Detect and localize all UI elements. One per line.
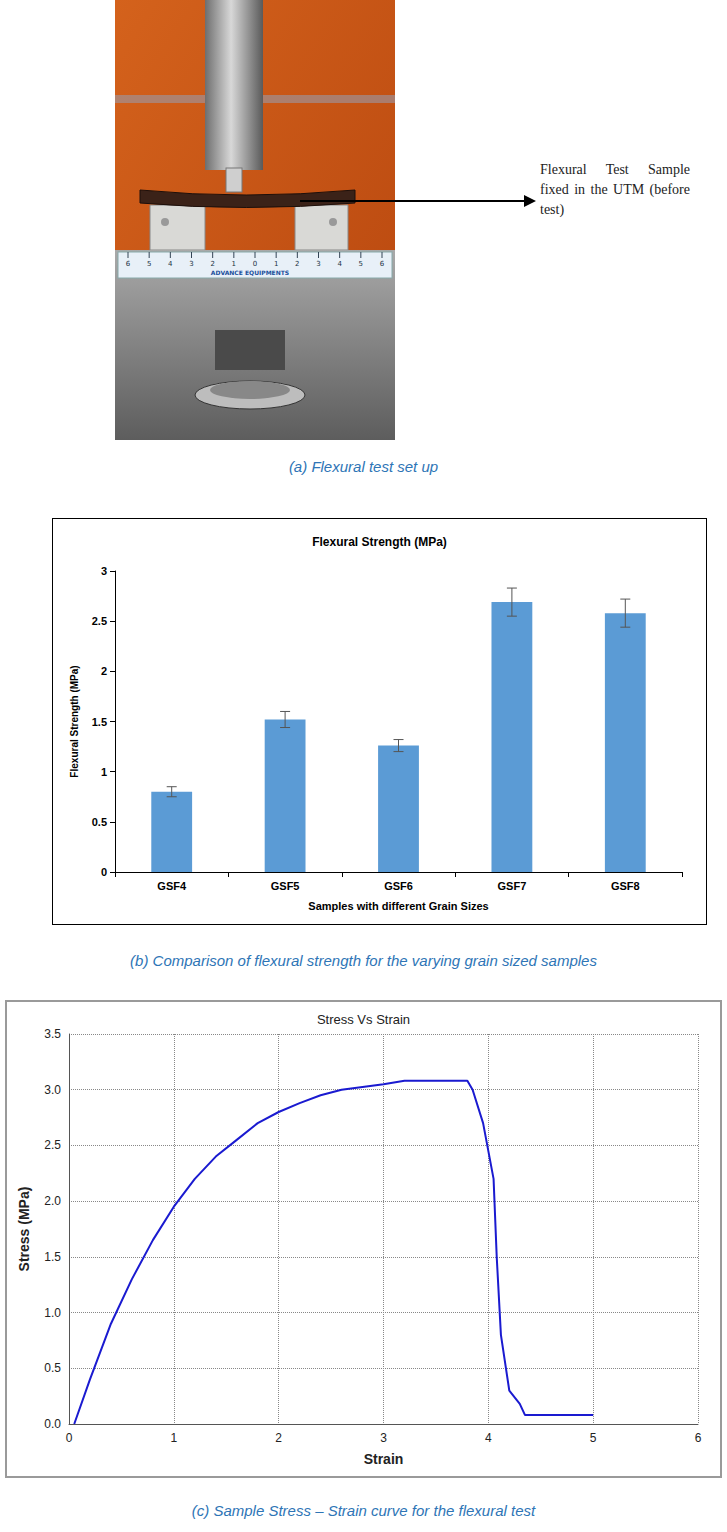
svg-text:Stress (MPa): Stress (MPa) xyxy=(16,1187,32,1272)
svg-text:Stress Vs Strain: Stress Vs Strain xyxy=(317,1012,410,1027)
svg-text:1: 1 xyxy=(101,766,107,778)
svg-text:4: 4 xyxy=(168,260,173,268)
svg-text:3.5: 3.5 xyxy=(44,1027,61,1041)
svg-text:2: 2 xyxy=(275,1431,282,1445)
svg-text:Flexural Strength (MPa): Flexural Strength (MPa) xyxy=(312,535,447,549)
svg-text:ADVANCE EQUIPMENTS: ADVANCE EQUIPMENTS xyxy=(211,269,289,276)
svg-text:GSF6: GSF6 xyxy=(384,880,413,892)
svg-text:0: 0 xyxy=(101,866,107,878)
svg-text:3: 3 xyxy=(101,565,107,577)
svg-text:Samples with different Grain S: Samples with different Grain Sizes xyxy=(308,900,488,912)
svg-text:0.5: 0.5 xyxy=(92,816,107,828)
svg-text:1.0: 1.0 xyxy=(44,1306,61,1320)
svg-text:1: 1 xyxy=(274,260,278,268)
svg-text:GSF5: GSF5 xyxy=(271,880,300,892)
svg-text:4: 4 xyxy=(485,1431,492,1445)
svg-text:2: 2 xyxy=(101,665,107,677)
svg-text:1: 1 xyxy=(232,260,236,268)
html-text:(a) Flexural test set up: (a) Flexural test set up xyxy=(288,458,439,475)
svg-text:GSF8: GSF8 xyxy=(611,880,640,892)
html-text:(b) Comparison of flexural str: (b) Comparison of flexural strength for … xyxy=(130,952,597,969)
svg-text:4: 4 xyxy=(337,260,342,268)
svg-text:5: 5 xyxy=(147,260,151,268)
svg-text:0.0: 0.0 xyxy=(44,1417,61,1431)
svg-text:6: 6 xyxy=(126,260,131,268)
svg-text:3.0: 3.0 xyxy=(44,1083,61,1097)
svg-text:3: 3 xyxy=(380,1431,387,1445)
svg-text:6: 6 xyxy=(380,260,385,268)
svg-text:Strain: Strain xyxy=(364,1451,404,1467)
svg-text:1: 1 xyxy=(170,1431,177,1445)
html-text:Flexural Test Sample fixed in: Flexural Test Sample fixed in the UTM (b… xyxy=(540,162,690,217)
svg-text:2: 2 xyxy=(210,260,214,268)
svg-text:2: 2 xyxy=(295,260,299,268)
svg-text:6: 6 xyxy=(695,1431,702,1445)
svg-text:0: 0 xyxy=(253,260,257,268)
svg-text:0.5: 0.5 xyxy=(44,1361,61,1375)
svg-text:3: 3 xyxy=(189,260,193,268)
svg-text:2.5: 2.5 xyxy=(92,615,107,627)
svg-text:Flexural Strength (MPa): Flexural Strength (MPa) xyxy=(69,665,80,777)
svg-text:2.5: 2.5 xyxy=(44,1138,61,1152)
svg-text:5: 5 xyxy=(590,1431,597,1445)
html-text:(c) Sample Stress – Strain cur: (c) Sample Stress – Strain curve for the… xyxy=(191,1502,536,1519)
svg-text:5: 5 xyxy=(359,260,363,268)
svg-text:2.0: 2.0 xyxy=(44,1194,61,1208)
svg-text:1.5: 1.5 xyxy=(92,716,107,728)
svg-text:3: 3 xyxy=(316,260,320,268)
svg-text:GSF4: GSF4 xyxy=(157,880,187,892)
svg-text:1.5: 1.5 xyxy=(44,1250,61,1264)
svg-text:0: 0 xyxy=(66,1431,73,1445)
svg-text:GSF7: GSF7 xyxy=(498,880,527,892)
